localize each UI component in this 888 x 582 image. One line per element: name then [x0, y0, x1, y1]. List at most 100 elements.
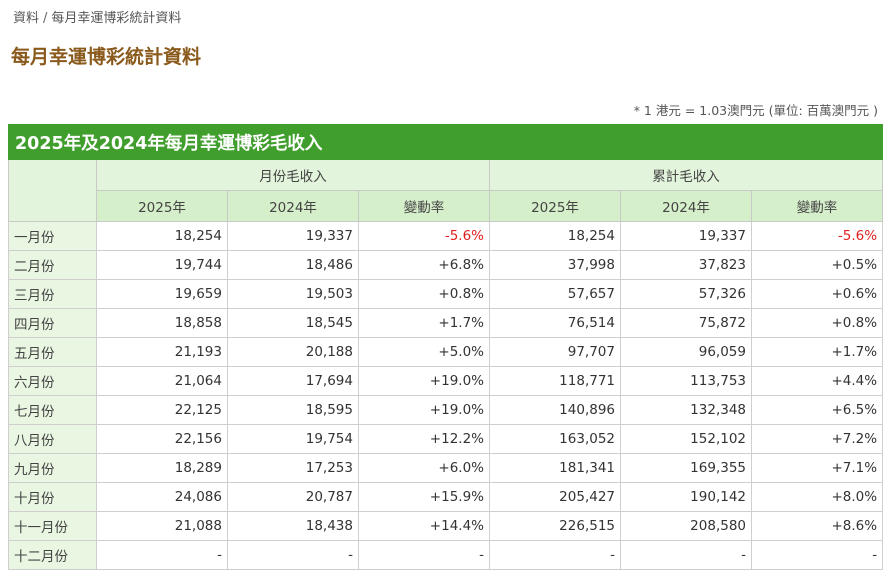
cumulative-change-cell: - — [750, 540, 884, 570]
month-cell: 十月份 — [8, 482, 97, 512]
cumulative-2025-cell: 37,998 — [489, 250, 621, 280]
table-row: 四月份 18,858 18,545 +1.7% 76,514 75,872 +0.8% — [8, 308, 884, 338]
cumulative-change-cell: +4.4% — [750, 366, 884, 396]
monthly-2025-cell: 22,156 — [96, 424, 228, 454]
month-cell: 六月份 — [8, 366, 97, 396]
monthly-change-cell: +5.0% — [358, 337, 490, 367]
header-monthly-2025: 2025年 — [96, 190, 228, 222]
cumulative-2024-cell: 75,872 — [620, 308, 752, 338]
breadcrumb-root-link[interactable]: 資料 — [13, 11, 40, 26]
monthly-2025-cell: 21,088 — [96, 511, 228, 541]
month-cell: 十一月份 — [8, 511, 97, 541]
monthly-2024-cell: 19,337 — [227, 221, 359, 251]
cumulative-2025-cell: 140,896 — [489, 395, 621, 425]
cumulative-2025-cell: - — [489, 540, 621, 570]
monthly-2024-cell: 19,754 — [227, 424, 359, 454]
monthly-2025-cell: 18,254 — [96, 221, 228, 251]
cumulative-2025-cell: 118,771 — [489, 366, 621, 396]
cumulative-2025-cell: 226,515 — [489, 511, 621, 541]
table-row: 六月份 21,064 17,694 +19.0% 118,771 113,753 +4.4% — [8, 366, 884, 396]
monthly-2024-cell: 18,486 — [227, 250, 359, 280]
cumulative-2025-cell: 18,254 — [489, 221, 621, 251]
monthly-change-cell: +6.8% — [358, 250, 490, 280]
cumulative-2024-cell: 37,823 — [620, 250, 752, 280]
page-title: 每月幸運博彩統計資料 — [11, 46, 202, 68]
cumulative-2025-cell: 205,427 — [489, 482, 621, 512]
month-cell: 一月份 — [8, 221, 97, 251]
month-column-header — [8, 159, 97, 222]
month-cell: 四月份 — [8, 308, 97, 338]
table-row: 七月份 22,125 18,595 +19.0% 140,896 132,348 +6.5% — [8, 395, 884, 425]
monthly-2024-cell: 20,188 — [227, 337, 359, 367]
monthly-change-cell: +12.2% — [358, 424, 490, 454]
monthly-change-cell: -5.6% — [358, 221, 490, 251]
month-cell: 五月份 — [8, 337, 97, 367]
table-row: 五月份 21,193 20,188 +5.0% 97,707 96,059 +1.7% — [8, 337, 884, 367]
header-monthly-change: 變動率 — [358, 190, 490, 222]
table-body: 一月份 18,254 19,337 -5.6% 18,254 19,337 -5.6% 二月份… — [8, 221, 884, 570]
breadcrumb-separator: / — [43, 11, 48, 26]
month-cell: 七月份 — [8, 395, 97, 425]
cumulative-change-cell: +7.2% — [750, 424, 884, 454]
cumulative-2025-cell: 57,657 — [489, 279, 621, 309]
currency-note: * 1 港元 = 1.03澳門元 (單位: 百萬澳門元 ) — [633, 103, 878, 118]
table-row: 十月份 24,086 20,787 +15.9% 205,427 190,142 +8.0% — [8, 482, 884, 512]
cumulative-2024-cell: - — [620, 540, 752, 570]
monthly-2025-cell: 19,659 — [96, 279, 228, 309]
cumulative-change-cell: +1.7% — [750, 337, 884, 367]
header-monthly-2024: 2024年 — [227, 190, 359, 222]
cumulative-2024-cell: 152,102 — [620, 424, 752, 454]
cumulative-change-cell: +0.8% — [750, 308, 884, 338]
header-cumulative-2025: 2025年 — [489, 190, 621, 222]
monthly-2025-cell: - — [96, 540, 228, 570]
monthly-2024-cell: 18,545 — [227, 308, 359, 338]
monthly-change-cell: +19.0% — [358, 395, 490, 425]
month-cell: 八月份 — [8, 424, 97, 454]
table-row: 三月份 19,659 19,503 +0.8% 57,657 57,326 +0.6% — [8, 279, 884, 309]
monthly-change-cell: +19.0% — [358, 366, 490, 396]
cumulative-change-cell: +8.6% — [750, 511, 884, 541]
breadcrumb-current: 每月幸運博彩統計資料 — [51, 11, 182, 26]
month-cell: 三月份 — [8, 279, 97, 309]
cumulative-2024-cell: 208,580 — [620, 511, 752, 541]
month-cell: 十二月份 — [8, 540, 97, 570]
revenue-table: 2025年及2024年每月幸運博彩毛收入 月份毛收入 累計毛收入 2025年 2… — [7, 124, 884, 570]
cumulative-2025-cell: 76,514 — [489, 308, 621, 338]
cumulative-2024-cell: 113,753 — [620, 366, 752, 396]
monthly-2024-cell: 19,503 — [227, 279, 359, 309]
monthly-2025-cell: 19,744 — [96, 250, 228, 280]
monthly-2025-cell: 24,086 — [96, 482, 228, 512]
cumulative-2025-cell: 163,052 — [489, 424, 621, 454]
monthly-2025-cell: 18,858 — [96, 308, 228, 338]
cumulative-2024-cell: 190,142 — [620, 482, 752, 512]
monthly-change-cell: - — [358, 540, 490, 570]
cumulative-change-cell: +6.5% — [750, 395, 884, 425]
monthly-2025-cell: 18,289 — [96, 453, 228, 483]
cumulative-2024-cell: 57,326 — [620, 279, 752, 309]
table-row: 一月份 18,254 19,337 -5.6% 18,254 19,337 -5.6% — [8, 221, 884, 251]
monthly-2024-cell: 20,787 — [227, 482, 359, 512]
cumulative-change-cell: +7.1% — [750, 453, 884, 483]
group-header-cumulative: 累計毛收入 — [488, 159, 884, 191]
monthly-2025-cell: 21,193 — [96, 337, 228, 367]
table-row: 二月份 19,744 18,486 +6.8% 37,998 37,823 +0.5% — [8, 250, 884, 280]
monthly-2024-cell: 17,253 — [227, 453, 359, 483]
cumulative-change-cell: +8.0% — [750, 482, 884, 512]
cumulative-2024-cell: 132,348 — [620, 395, 752, 425]
monthly-2024-cell: - — [227, 540, 359, 570]
cumulative-change-cell: -5.6% — [750, 221, 884, 251]
table-row: 十一月份 21,088 18,438 +14.4% 226,515 208,580 +8.6… — [8, 511, 884, 541]
monthly-change-cell: +1.7% — [358, 308, 490, 338]
monthly-2025-cell: 21,064 — [96, 366, 228, 396]
cumulative-change-cell: +0.5% — [750, 250, 884, 280]
table-caption: 2025年及2024年每月幸運博彩毛收入 — [7, 124, 884, 160]
cumulative-change-cell: +0.6% — [750, 279, 884, 309]
breadcrumb: 資料 / 每月幸運博彩統計資料 — [13, 7, 181, 26]
monthly-2024-cell: 18,595 — [227, 395, 359, 425]
monthly-change-cell: +0.8% — [358, 279, 490, 309]
group-header-monthly: 月份毛收入 — [96, 159, 490, 191]
cumulative-2024-cell: 19,337 — [620, 221, 752, 251]
monthly-2024-cell: 17,694 — [227, 366, 359, 396]
cumulative-2024-cell: 96,059 — [620, 337, 752, 367]
cumulative-2025-cell: 181,341 — [489, 453, 621, 483]
